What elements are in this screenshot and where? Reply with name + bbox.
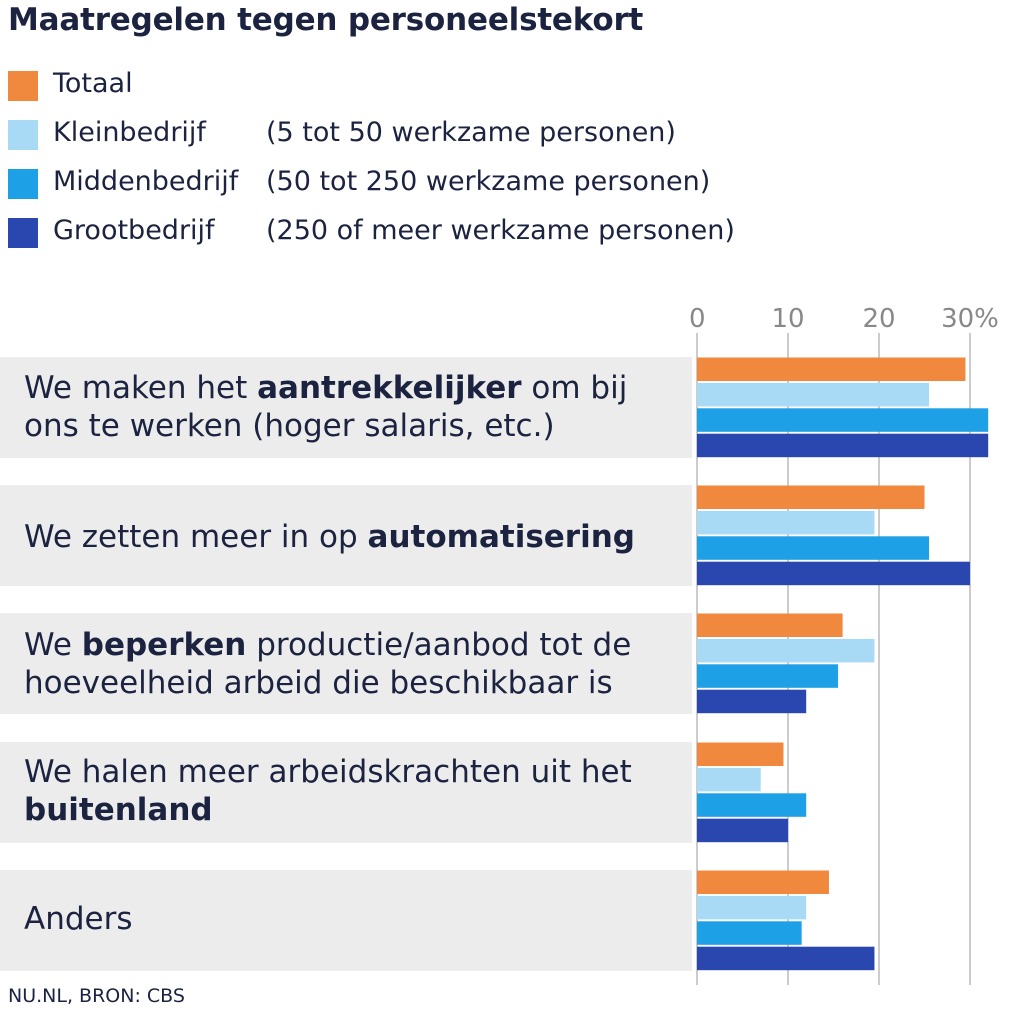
legend-label: Totaal <box>53 68 133 99</box>
bar-grootbedrijf-4 <box>697 818 788 843</box>
bar-middenbedrijf-2 <box>697 536 930 560</box>
bar-totaal-2 <box>697 485 925 509</box>
legend-label: Grootbedrijf <box>53 215 215 246</box>
bar-kleinbedrijf-4 <box>697 767 761 792</box>
category-label-buitenland: We halen meer arbeidskrachten uit het bu… <box>24 754 632 828</box>
category-row-background <box>0 613 692 714</box>
x-tick-label: 10 <box>771 304 804 334</box>
bar-middenbedrijf-5 <box>697 921 802 945</box>
bar-kleinbedrijf-2 <box>697 510 875 535</box>
bar-totaal-1 <box>697 357 966 381</box>
bar-grootbedrijf-1 <box>697 433 989 458</box>
chart-title: Maatregelen tegen personeelstekort <box>8 2 644 38</box>
category-label-aantrekkelijker: We maken het aantrekkelijker om bij ons … <box>24 370 628 444</box>
bar-middenbedrijf-4 <box>697 793 807 817</box>
x-tick-label: 20 <box>862 304 895 334</box>
bar-kleinbedrijf-3 <box>697 638 875 663</box>
category-label-anders: Anders <box>24 901 133 937</box>
category-row-background <box>0 485 692 586</box>
legend-description: (250 of meer werkzame personen) <box>266 215 735 246</box>
bar-middenbedrijf-1 <box>697 408 989 432</box>
legend-swatch-totaal <box>8 71 38 101</box>
source-credit: NU.NL, BRON: CBS <box>8 985 185 1007</box>
bar-grootbedrijf-5 <box>697 946 875 971</box>
category-row-background <box>0 742 692 843</box>
legend-label: Kleinbedrijf <box>53 117 206 148</box>
legend-swatch-middenbedrijf <box>8 169 38 199</box>
bar-grootbedrijf-3 <box>697 689 807 714</box>
bar-totaal-4 <box>697 742 784 766</box>
legend-swatch-kleinbedrijf <box>8 120 38 150</box>
bar-middenbedrijf-3 <box>697 664 839 688</box>
bar-totaal-5 <box>697 870 829 894</box>
category-row-background <box>0 357 692 458</box>
x-tick-label: 0 <box>689 304 706 334</box>
bar-kleinbedrijf-1 <box>697 382 930 407</box>
legend-label: Middenbedrijf <box>53 166 239 197</box>
category-label-automatisering: We zetten meer in op automatisering <box>24 519 635 555</box>
category-row-background <box>0 870 692 971</box>
legend-swatch-grootbedrijf <box>8 218 38 248</box>
bar-kleinbedrijf-5 <box>697 895 807 920</box>
x-tick-label: 30% <box>941 304 999 334</box>
bar-totaal-3 <box>697 613 843 637</box>
legend-description: (5 tot 50 werkzame personen) <box>266 117 676 148</box>
bar-grootbedrijf-2 <box>697 561 970 586</box>
category-label-beperken: We beperken productie/aanbod tot de hoev… <box>24 627 632 701</box>
legend-description: (50 tot 250 werkzame personen) <box>266 166 711 197</box>
